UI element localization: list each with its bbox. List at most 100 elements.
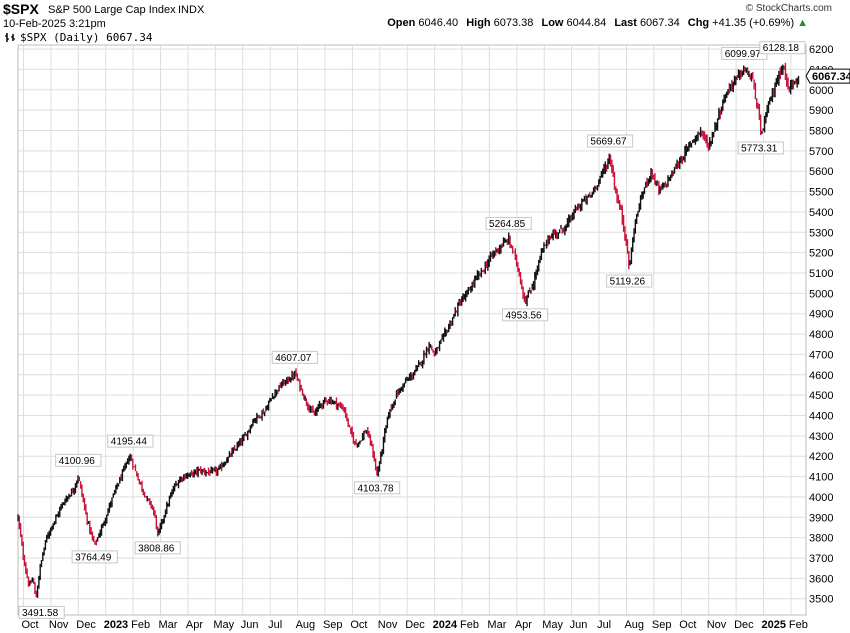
- y-tick-label: 4900: [809, 309, 833, 321]
- annotation-box: [606, 274, 653, 288]
- y-tick-label: 3700: [809, 553, 833, 565]
- y-axis: 3500 3600 3700 3800 3900 4000 4100 4200 4300 4400…: [809, 44, 833, 606]
- x-tick-label: Aug: [296, 619, 316, 631]
- y-tick-label: 5300: [809, 227, 833, 239]
- annotation-label: 6099.97: [725, 49, 762, 60]
- annotation-box: [18, 605, 65, 619]
- index-full-name: S&P 500 Large Cap Index: [48, 4, 176, 16]
- last-value-layer: 6067.34: [805, 68, 850, 84]
- y-tick-label: 4700: [809, 349, 833, 361]
- low-value: 6044.84: [566, 17, 607, 29]
- x-tick-label: Jul: [268, 619, 282, 631]
- annotation-label: 3764.49: [75, 552, 112, 563]
- quote-summary: Open 6046.40 High 6073.38 Low 6044.84 Last 6…: [382, 17, 808, 29]
- y-tick-label: 4200: [809, 451, 833, 463]
- x-tick-label: Dec: [405, 619, 425, 631]
- y-tick-label: 5400: [809, 207, 833, 219]
- annotation-box: [586, 134, 634, 148]
- last-label: Last: [614, 17, 637, 29]
- annotation-box: [737, 141, 784, 155]
- y-tick-label: 3900: [809, 512, 833, 524]
- x-tick-label: May: [213, 619, 234, 631]
- x-tick-label: Mar: [159, 619, 178, 631]
- brand-watermark: © StockCharts.com: [745, 3, 832, 14]
- last-value-box: [805, 68, 850, 84]
- annotation-box: [55, 453, 102, 467]
- quote-datetime: 10-Feb-2025 3:21pm: [3, 18, 106, 30]
- annotation-label: 4100.96: [59, 456, 96, 467]
- annotation-label: 3491.58: [22, 608, 59, 619]
- x-tick-label: Apr: [186, 619, 203, 631]
- annotation-label: 5119.26: [610, 277, 646, 288]
- x-tick-label: Nov: [707, 619, 727, 631]
- x-tick-label: Jun: [241, 619, 259, 631]
- open-label: Open: [387, 17, 416, 29]
- y-tick-label: 3600: [809, 573, 833, 585]
- annotation-box: [107, 434, 154, 448]
- x-tick-label: Dec: [76, 619, 96, 631]
- annotation-label: 6128.18: [763, 43, 800, 54]
- plot-frame: [17, 44, 807, 616]
- y-tick-label: 4800: [809, 329, 833, 341]
- x-tick-label: Aug: [624, 619, 644, 631]
- x-tick-label: Nov: [49, 619, 69, 631]
- y-tick-label: 5200: [809, 248, 833, 260]
- annotation-label: 4195.44: [111, 437, 148, 448]
- x-tick-label: 2023: [104, 619, 128, 631]
- legend-line-icon: [5, 33, 15, 42]
- y-tick-label: 6200: [809, 44, 833, 56]
- x-tick-label: Jun: [570, 619, 588, 631]
- y-tick-label: 4000: [809, 492, 833, 504]
- y-tick-label: 5100: [809, 268, 833, 280]
- high-value: 6073.38: [493, 17, 534, 29]
- annotation-box: [271, 350, 318, 364]
- exchange-code: INDX: [178, 4, 205, 16]
- y-tick-label: 5500: [809, 187, 833, 199]
- x-tick-label: Oct: [21, 619, 38, 631]
- x-tick-label: Jul: [597, 619, 611, 631]
- annotation-label: 4103.78: [357, 483, 394, 494]
- annotation-label: 5773.31: [741, 143, 778, 154]
- y-tick-label: 4400: [809, 411, 833, 423]
- x-axis: Oct Nov Dec 2023 Feb Mar Apr May Jun Jul Aug Sep Oct…: [21, 619, 807, 631]
- y-tick-label: 3800: [809, 533, 833, 545]
- price-series: [17, 62, 800, 598]
- annotation-label: 4953.56: [505, 310, 542, 321]
- grid-layer: [18, 45, 806, 615]
- ticker-symbol: $SPX: [3, 1, 39, 17]
- annotation-label: 5669.67: [590, 137, 627, 148]
- annotation-box: [71, 550, 118, 564]
- y-tick-label: 5800: [809, 126, 833, 138]
- x-tick-label: Feb: [460, 619, 479, 631]
- chg-value: +41.35 (+0.69%): [712, 17, 795, 29]
- low-label: Low: [541, 17, 564, 29]
- x-tick-label: Apr: [515, 619, 532, 631]
- y-tick-label: 4600: [809, 370, 833, 382]
- y-tick-label: 5700: [809, 146, 833, 158]
- x-tick-label: Feb: [789, 619, 808, 631]
- x-tick-label: Oct: [350, 619, 367, 631]
- up-arrow-icon: ▲: [797, 17, 808, 29]
- annotation-box: [759, 41, 806, 55]
- y-tick-label: 4100: [809, 472, 833, 484]
- x-tick-label: 2024: [433, 619, 458, 631]
- chg-label: Chg: [687, 17, 710, 29]
- annotation-box: [485, 216, 532, 230]
- x-tick-label: Nov: [378, 619, 398, 631]
- annotation-label: 3808.86: [138, 543, 175, 554]
- x-tick-label: Oct: [679, 619, 696, 631]
- x-tick-label: Dec: [734, 619, 754, 631]
- annotation-label: 4607.07: [275, 353, 312, 364]
- series-legend: $SPX (Daily) 6067.34: [20, 31, 153, 44]
- high-label: High: [466, 17, 491, 29]
- y-tick-label: 4300: [809, 431, 833, 443]
- last-value: 6067.34: [639, 17, 680, 29]
- y-tick-label: 3500: [809, 594, 833, 606]
- y-tick-label: 5000: [809, 288, 833, 300]
- x-tick-label: 2025: [762, 619, 786, 631]
- y-tick-label: 6000: [809, 85, 833, 97]
- y-tick-label: 5900: [809, 105, 833, 117]
- annotation-box: [134, 541, 181, 555]
- y-tick-label: 5600: [809, 166, 833, 178]
